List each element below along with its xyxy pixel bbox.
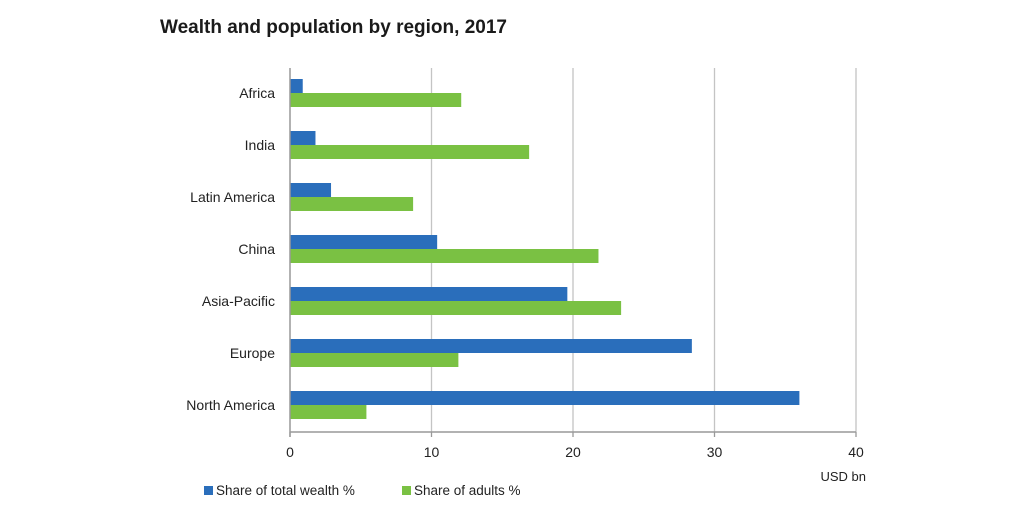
bar-adults-share [290, 197, 414, 211]
bar-wealth-share [290, 183, 332, 197]
tick-labels: 0 10 20 30 40 [286, 444, 864, 460]
legend: Share of total wealth % Share of adults % [204, 483, 521, 498]
x-axis-unit-label: USD bn [820, 469, 866, 484]
bar-wealth-share [290, 131, 316, 145]
category-label: Europe [230, 345, 275, 361]
x-tick-label: 0 [286, 444, 294, 460]
category-labels: Africa India Latin America China Asia-Pacifi… [186, 85, 275, 413]
bar-adults-share [290, 249, 599, 263]
category-label: Asia-Pacific [202, 293, 275, 309]
legend-label: Share of adults % [414, 483, 521, 498]
category-label: Latin America [190, 189, 275, 205]
bars [290, 79, 800, 419]
x-tick-label: 10 [424, 444, 440, 460]
legend-swatch [402, 486, 411, 495]
category-label: North America [186, 397, 275, 413]
x-tick-label: 40 [848, 444, 864, 460]
bar-adults-share [290, 93, 462, 107]
category-label: India [245, 137, 276, 153]
legend-label: Share of total wealth % [216, 483, 355, 498]
x-tick-label: 20 [565, 444, 581, 460]
bar-adults-share [290, 353, 459, 367]
bar-adults-share [290, 405, 367, 419]
axes [289, 68, 857, 437]
bar-wealth-share [290, 287, 568, 301]
category-label: China [238, 241, 275, 257]
bar-wealth-share [290, 235, 438, 249]
bar-wealth-share [290, 391, 800, 405]
bar-adults-share [290, 301, 622, 315]
bar-wealth-share [290, 339, 692, 353]
bar-adults-share [290, 145, 530, 159]
bar-wealth-share [290, 79, 303, 93]
x-tick-label: 30 [707, 444, 723, 460]
category-label: Africa [239, 85, 275, 101]
legend-swatch [204, 486, 213, 495]
chart-title: Wealth and population by region, 2017 [160, 17, 507, 38]
